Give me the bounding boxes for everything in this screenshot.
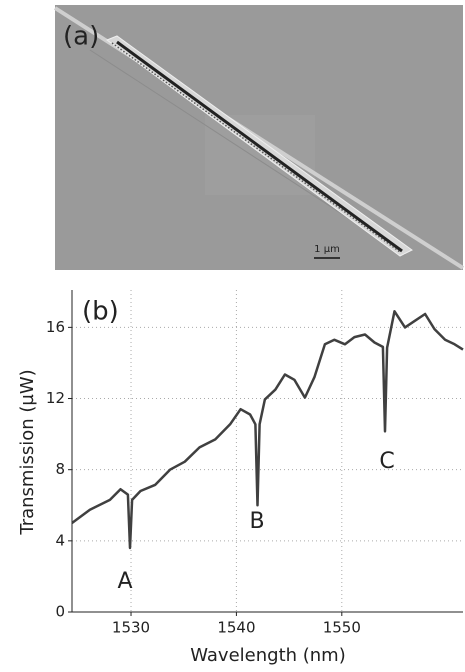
sem-gap xyxy=(116,40,403,253)
y-tick-label: 8 xyxy=(55,460,65,478)
annotation: C xyxy=(379,449,394,474)
data-line xyxy=(71,310,464,550)
panel-label: (a) xyxy=(63,22,99,52)
x-axis-label: Wavelength (nm) xyxy=(190,645,346,666)
y-tick-label: 16 xyxy=(46,318,65,336)
y-tick-label: 4 xyxy=(55,531,65,549)
x-tick-label: 1530 xyxy=(112,619,150,637)
panel-label: (b) xyxy=(82,297,119,327)
scale-bar-label: 1 µm xyxy=(314,244,340,255)
annotation: A xyxy=(117,569,132,594)
y-axis-label: Transmission (µW) xyxy=(17,369,38,535)
axis-line xyxy=(71,290,463,613)
x-tick-label: 1550 xyxy=(323,619,361,637)
y-tick-label: 12 xyxy=(46,389,65,407)
x-tick-label: 1540 xyxy=(217,619,255,637)
sem-image: 1 µm (a) xyxy=(53,5,465,270)
annotation: B xyxy=(249,509,264,534)
sem-patch xyxy=(205,115,315,195)
y-tick-label: 0 xyxy=(55,603,65,621)
